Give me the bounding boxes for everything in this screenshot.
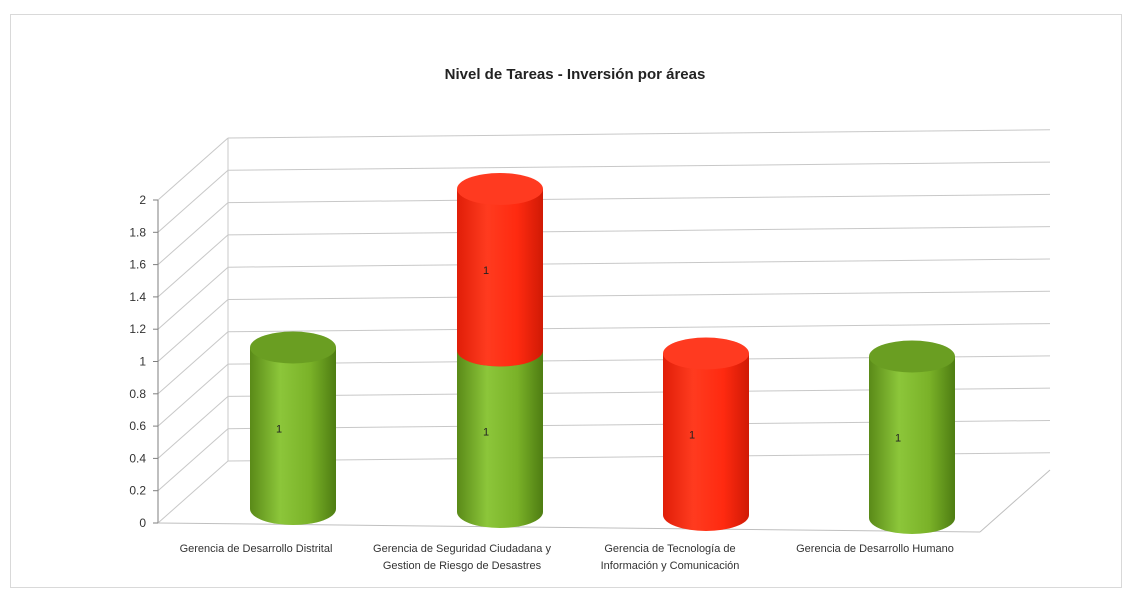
bars: 1 1 1 1 1 — [250, 173, 955, 534]
cylinder-body — [457, 189, 543, 367]
cylinder-top — [457, 173, 543, 205]
floor-right-edge — [979, 469, 1051, 533]
cylinder-body — [457, 350, 543, 528]
y-tick-label: 0 — [139, 516, 146, 530]
data-label: 1 — [483, 265, 489, 277]
data-label: 1 — [895, 432, 901, 444]
category-label: Gerencia de Desarrollo Humano — [796, 543, 954, 555]
y-tick-label: 1 — [139, 355, 146, 369]
y-tick-label: 0.2 — [129, 484, 146, 498]
cylinder-body — [869, 356, 955, 534]
category-label: Gerencia de Desarrollo Distrital — [180, 543, 333, 555]
side-gridline — [157, 331, 229, 395]
y-tick-label: 1.6 — [129, 258, 146, 272]
back-gridline — [227, 129, 1051, 139]
back-gridline — [227, 323, 1051, 333]
side-gridline — [157, 266, 229, 330]
side-gridline — [157, 396, 229, 459]
back-gridline — [227, 226, 1051, 236]
y-tick-label: 2 — [139, 193, 146, 207]
cylinder-top — [250, 331, 336, 364]
bar-segment: 1 — [869, 340, 955, 534]
cylinder-body — [250, 347, 336, 525]
y-tick-label: 0.4 — [129, 451, 146, 465]
y-tick-label: 1.8 — [129, 225, 146, 239]
data-label: 1 — [689, 429, 695, 441]
side-gridline — [157, 202, 229, 265]
cylinder-top — [869, 340, 955, 373]
chart-frame — [10, 14, 1122, 588]
side-gridline — [157, 428, 229, 492]
bar-segment: 1 — [457, 173, 543, 367]
side-gridline — [157, 363, 229, 427]
category-label: Gerencia de Seguridad Ciudadana y Gestion… — [373, 543, 551, 572]
y-tick-label: 1.2 — [129, 322, 146, 336]
y-tick-labels: 0 0.2 0.4 0.6 0.8 1 1.2 1.4 1.6 1.8 2 — [129, 193, 158, 530]
chart-title: Nivel de Tareas - Inversión por áreas — [445, 66, 706, 83]
side-gridline — [157, 234, 229, 298]
bar-segment: 1 — [250, 331, 336, 525]
cylinder-body — [663, 353, 749, 531]
back-gridline — [227, 290, 1051, 300]
category-labels: Gerencia de Desarrollo Distrital Gerencia… — [180, 543, 954, 572]
back-gridline — [227, 193, 1051, 204]
bar-segment: 1 — [663, 337, 749, 531]
data-label: 1 — [276, 423, 282, 435]
back-gridline — [227, 161, 1051, 171]
y-tick-label: 0.8 — [129, 387, 146, 401]
back-gridline — [227, 258, 1051, 268]
data-label: 1 — [483, 426, 489, 438]
side-gridline — [157, 460, 229, 524]
category-label: Gerencia de Tecnología de Información y C… — [601, 543, 740, 572]
y-tick-label: 1.4 — [129, 290, 146, 304]
side-gridline — [157, 299, 229, 362]
y-tick-label: 0.6 — [129, 419, 146, 433]
side-gridline — [157, 137, 229, 201]
side-gridline — [157, 169, 229, 233]
cylinder-top — [663, 337, 749, 370]
